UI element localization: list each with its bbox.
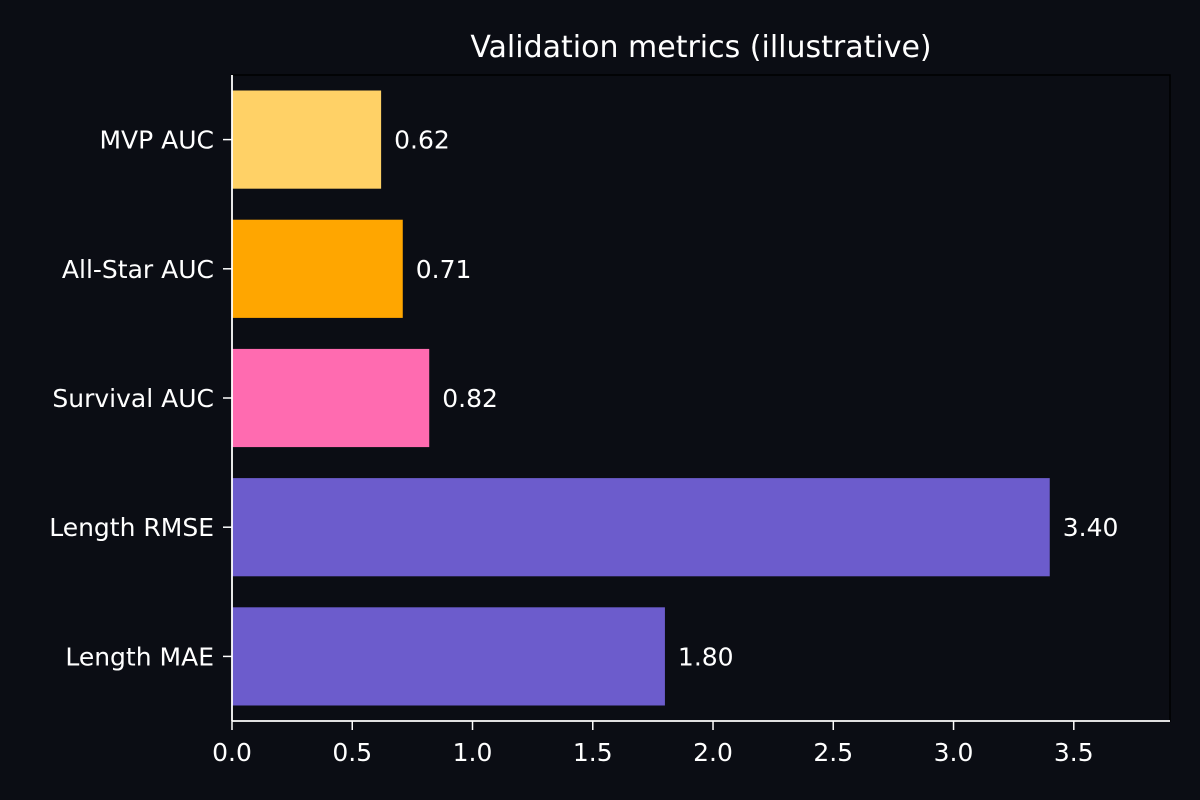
data-label-2: 0.82 <box>442 384 498 413</box>
bar-4 <box>232 607 665 706</box>
data-label-3: 3.40 <box>1063 513 1119 542</box>
x-tick-label-3: 1.5 <box>573 738 613 767</box>
x-tick-label-2: 1.0 <box>453 738 493 767</box>
y-tick-label-3: Length RMSE <box>49 513 214 542</box>
bar-1 <box>232 219 403 318</box>
x-tick-label-4: 2.0 <box>693 738 733 767</box>
x-tick-label-6: 3.0 <box>934 738 974 767</box>
data-label-0: 0.62 <box>394 126 450 155</box>
y-tick-label-0: MVP AUC <box>99 126 214 155</box>
bar-2 <box>232 348 430 448</box>
x-tick-label-5: 2.5 <box>813 738 853 767</box>
bar-0 <box>232 90 382 189</box>
chart-title: Validation metrics (illustrative) <box>470 30 931 65</box>
x-tick-label-7: 3.5 <box>1054 738 1094 767</box>
data-label-4: 1.80 <box>678 642 734 671</box>
y-tick-label-1: All-Star AUC <box>62 255 214 284</box>
bar-3 <box>232 478 1050 577</box>
x-tick-label-0: 0.0 <box>212 738 252 767</box>
y-tick-label-2: Survival AUC <box>52 384 214 413</box>
x-axis: 0.0 0.5 1.0 1.5 2.0 2.5 3.0 3.5 <box>212 720 1170 767</box>
x-tick-label-1: 0.5 <box>332 738 372 767</box>
bars-layer <box>232 90 1050 706</box>
y-tick-label-4: Length MAE <box>65 642 214 671</box>
y-axis: MVP AUC All-Star AUC Survival AUC Length RM… <box>49 75 233 721</box>
data-label-1: 0.71 <box>416 255 472 284</box>
data-labels-layer: 0.62 0.71 0.82 3.40 1.80 <box>394 126 1118 672</box>
